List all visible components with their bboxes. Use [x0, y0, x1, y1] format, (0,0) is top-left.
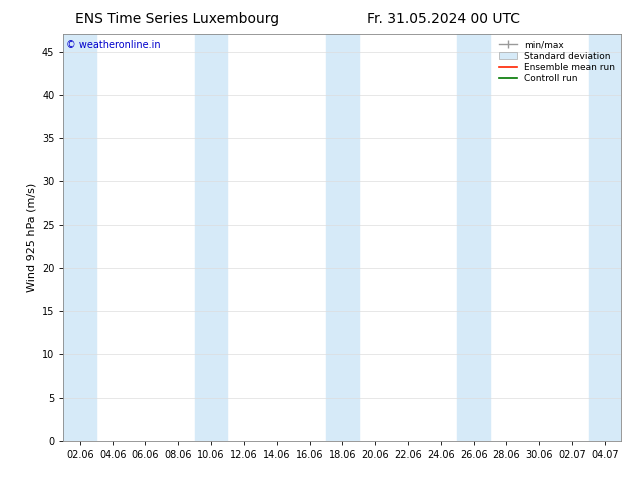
Y-axis label: Wind 925 hPa (m/s): Wind 925 hPa (m/s) [27, 183, 36, 292]
Bar [588, 34, 621, 441]
Legend: min/max, Standard deviation, Ensemble mean run, Controll run: min/max, Standard deviation, Ensemble me… [497, 39, 617, 85]
Text: © weatheronline.in: © weatheronline.in [66, 40, 161, 50]
Text: Fr. 31.05.2024 00 UTC: Fr. 31.05.2024 00 UTC [367, 12, 521, 26]
Bar [326, 34, 359, 441]
Bar [63, 34, 96, 441]
Bar [195, 34, 228, 441]
Text: ENS Time Series Luxembourg: ENS Time Series Luxembourg [75, 12, 280, 26]
Bar [457, 34, 490, 441]
